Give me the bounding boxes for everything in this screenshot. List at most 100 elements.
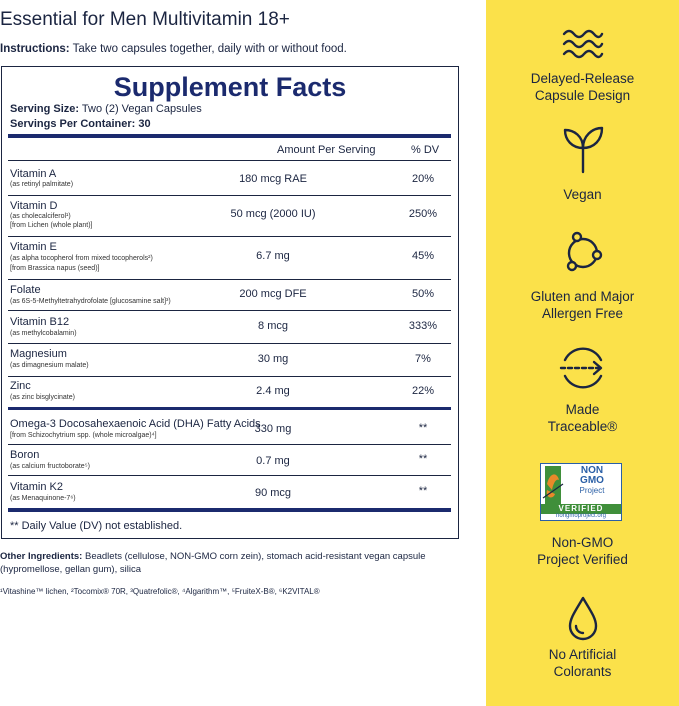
nutrient-source: (as cholecalciferol¹) (10, 213, 71, 220)
nutrient-source: (as alpha tocopherol from mixed tocopher… (10, 255, 153, 262)
nutrient-source: [from Lichen (whole plant)] (10, 222, 93, 229)
nutrient-name: Vitamin B12 (10, 316, 70, 328)
nutrient-dv: ** (418, 485, 428, 497)
product-title: Essential for Men Multivitamin 18+ (0, 9, 290, 30)
nutrient-amount: 90 mcg (254, 487, 292, 499)
row-divider (8, 279, 451, 280)
feature-label-line: Allergen Free (541, 306, 624, 321)
nutrient-source: (as zinc bisglycinate) (10, 394, 75, 401)
nutrient-row: Vitamin A (as retinyl palmitate) 180 mcg… (8, 161, 451, 195)
feature-label-line: Colorants (553, 664, 612, 679)
nutrient-row: Magnesium (as dimagnesium malate) 30 mg … (8, 344, 451, 376)
nutrient-source: [from Schizochytrium spp. (whole microal… (10, 432, 157, 439)
nutrient-amount: 0.7 mg (256, 455, 290, 467)
nutrient-dv: 7% (415, 353, 431, 365)
feature-label-line: Vegan (563, 187, 602, 202)
nutrient-source: (as 6S-5-Methyltetrahydrofolate [glucosa… (10, 298, 171, 305)
dv-footnote: ** Daily Value (DV) not established. (10, 520, 183, 532)
thick-divider (8, 508, 451, 512)
trademark-notes: ¹Vitashine™ lichen, ²Tocomix® 70R, ³Quat… (0, 587, 320, 596)
nutrient-source: (as Menaquinone-7⁶) (10, 495, 76, 502)
drop-icon (568, 596, 598, 641)
nutrient-source: (as calcium fructoborate⁵) (10, 463, 90, 470)
other-ingredients-text: Beadlets (cellulose, NON-GMO corn zein),… (0, 551, 426, 575)
molecule-icon (566, 231, 603, 272)
feature-label: Made Traceable® (486, 401, 679, 435)
feature-label-line: Project Verified (537, 552, 628, 567)
badge-line: NON (580, 465, 604, 476)
nutrient-name: Vitamin K2 (10, 481, 63, 493)
badge-text: NON GMO Project (565, 466, 619, 496)
nutrient-amount: 30 mg (257, 353, 289, 365)
non-gmo-badge: NON GMO Project VERIFIED nongmoproject.o… (540, 463, 622, 521)
serving-size-label: Serving Size: (10, 103, 80, 115)
butterfly-icon (541, 464, 621, 520)
nutrient-name: Boron (10, 449, 40, 461)
feature-label-line: Delayed-Release (530, 71, 635, 86)
feature-label-line: Non-GMO (551, 535, 614, 550)
nutrient-amount: 50 mcg (2000 IU) (230, 208, 316, 220)
nutrient-row: Boron (as calcium fructoborate⁵) 0.7 mg … (8, 445, 451, 475)
row-divider (8, 310, 451, 311)
nutrient-amount: 330 mg (254, 423, 292, 435)
nutrient-source: (as retinyl palmitate) (10, 181, 74, 188)
serving-size: Serving Size: Two (2) Vegan Capsules (10, 103, 202, 115)
column-header-amount: Amount Per Serving (277, 144, 376, 156)
nutrient-dv: ** (418, 422, 428, 434)
nutrient-dv: 45% (411, 250, 435, 262)
serving-size-value: Two (2) Vegan Capsules (79, 103, 202, 115)
nutrient-dv: 20% (411, 173, 435, 185)
feature-label-line: Traceable® (547, 419, 618, 434)
nutrient-dv: 333% (408, 320, 438, 332)
nutrient-dv: ** (418, 453, 428, 465)
features-sidebar: Delayed-Release Capsule Design Vegan Glu… (486, 0, 679, 706)
feature-label: Delayed-Release Capsule Design (486, 70, 679, 104)
feature-label-line: Capsule Design (534, 88, 631, 103)
nutrient-amount: 8 mcg (258, 320, 288, 332)
nutrient-name: Omega-3 Docosahexaenoic Acid (DHA) Fatty… (10, 418, 261, 430)
other-ingredients: Other Ingredients: Beadlets (cellulose, … (0, 550, 470, 576)
traceable-arrow-icon (559, 347, 603, 389)
badge-line: GMO (580, 475, 604, 486)
nutrient-row: Vitamin E (as alpha tocopherol from mixe… (8, 237, 451, 279)
nutrient-amount: 6.7 mg (256, 250, 290, 262)
nutrient-row: Vitamin B12 (as methylcobalamin) 8 mcg 3… (8, 311, 451, 343)
instructions: Instructions: Take two capsules together… (0, 43, 347, 55)
feature-label: Vegan (486, 186, 679, 203)
nutrient-dv: 50% (411, 288, 435, 300)
supplement-facts-box (1, 66, 459, 539)
nutrient-name: Magnesium (10, 348, 67, 360)
nutrient-row: Zinc (as zinc bisglycinate) 2.4 mg 22% (8, 377, 451, 407)
thick-divider (8, 134, 451, 138)
nutrient-amount: 200 mcg DFE (239, 288, 307, 300)
feature-label: Non-GMO Project Verified (486, 534, 679, 568)
waves-icon (562, 29, 604, 59)
feature-label: No Artificial Colorants (486, 646, 679, 680)
nutrient-row: Folate (as 6S-5-Methyltetrahydrofolate [… (8, 280, 451, 310)
nutrient-row: Vitamin K2 (as Menaquinone-7⁶) 90 mcg ** (8, 476, 451, 508)
supplement-facts-heading: Supplement Facts (113, 72, 347, 102)
nutrient-amount: 2.4 mg (256, 385, 290, 397)
feature-label-line: Made (565, 402, 600, 417)
sprout-icon (563, 126, 604, 174)
nutrient-name: Vitamin A (10, 168, 57, 180)
other-ingredients-label: Other Ingredients: (0, 551, 83, 562)
nutrient-name: Vitamin D (10, 200, 58, 212)
nutrient-amount: 180 mcg RAE (239, 173, 307, 185)
badge-url: nongmoproject.org (555, 513, 607, 519)
row-divider (8, 343, 451, 344)
feature-label: Gluten and Major Allergen Free (486, 288, 679, 322)
instructions-label: Instructions: (0, 43, 70, 55)
row-divider (8, 475, 451, 476)
servings-per-container: Servings Per Container: 30 (10, 118, 151, 130)
nutrient-row: Omega-3 Docosahexaenoic Acid (DHA) Fatty… (8, 411, 451, 443)
header-divider (8, 160, 451, 161)
row-divider (8, 236, 451, 237)
nutrient-name: Vitamin E (10, 241, 57, 253)
thick-divider (8, 407, 451, 410)
instructions-text: Take two capsules together, daily with o… (69, 43, 347, 55)
row-divider (8, 195, 451, 196)
badge-line: Project (579, 486, 605, 495)
nutrient-source: [from Brassica napus (seed)] (10, 265, 100, 272)
supplement-panel-area: Essential for Men Multivitamin 18+ Instr… (0, 9, 470, 596)
